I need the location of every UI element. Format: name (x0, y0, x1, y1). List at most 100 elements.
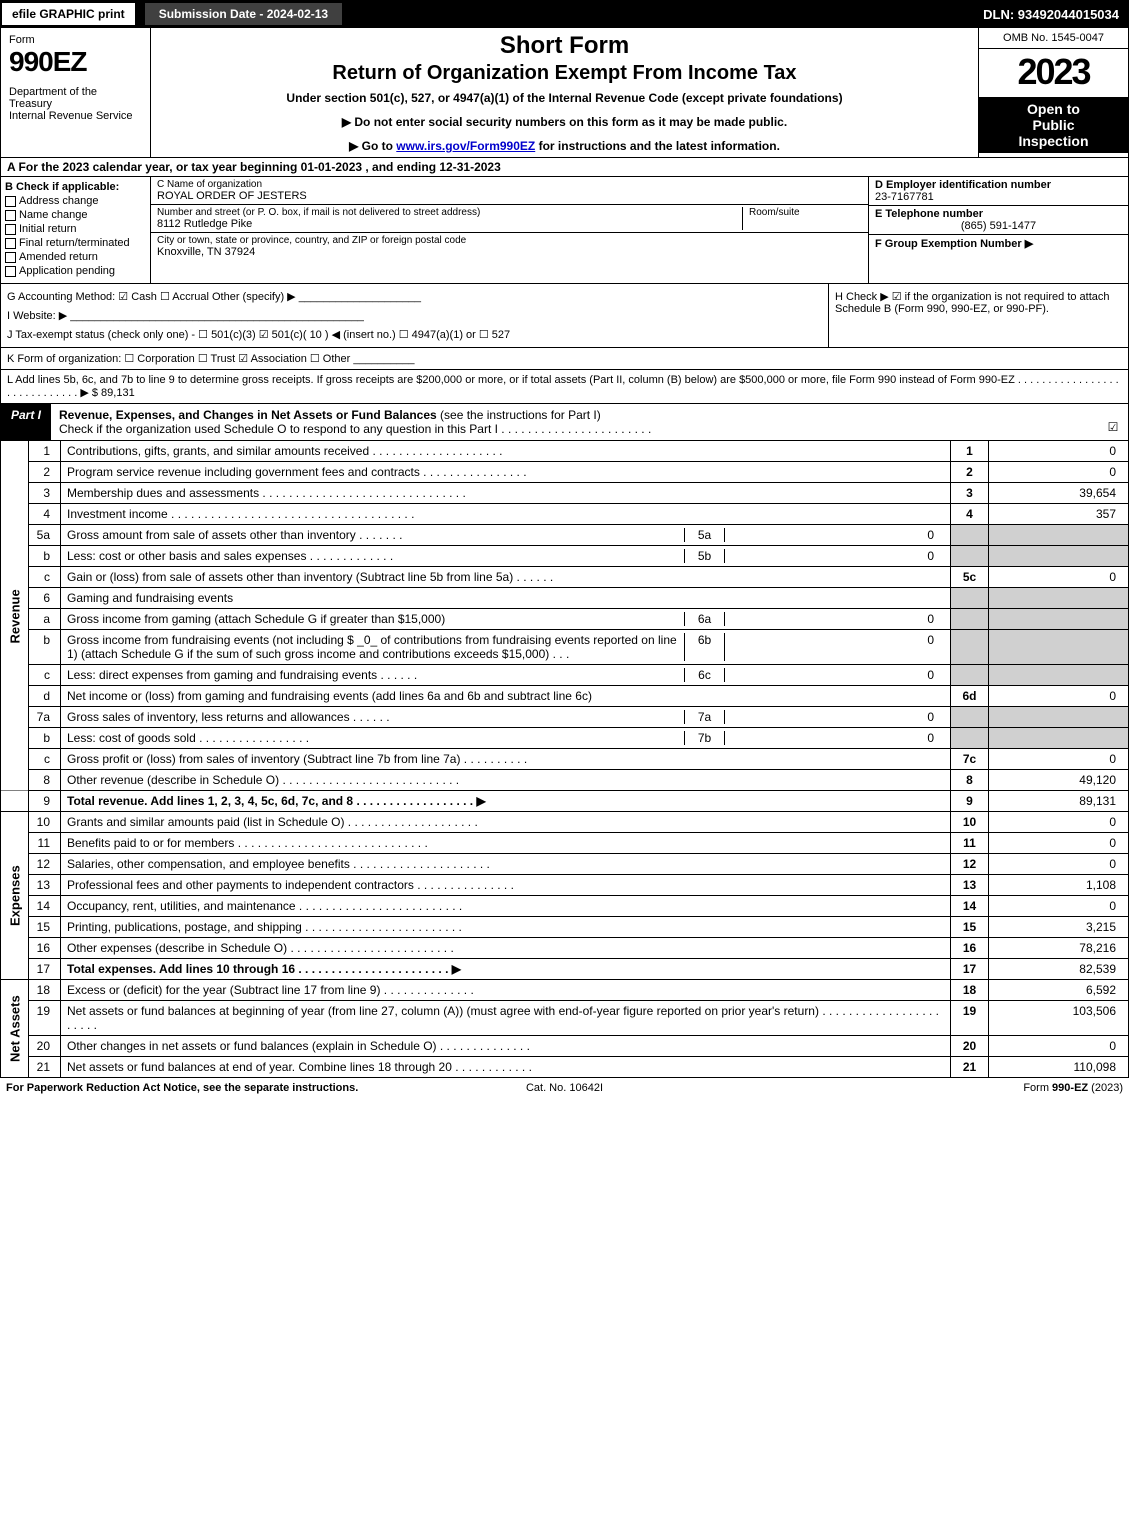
l1-num: 1 (29, 441, 61, 462)
phone-value: (865) 591-1477 (875, 220, 1122, 232)
l9-amt: 89,131 (989, 791, 1129, 812)
l12-col: 12 (951, 854, 989, 875)
l4-desc: Investment income . . . . . . . . . . . … (61, 504, 951, 525)
l10-amt: 0 (989, 812, 1129, 833)
chk-application-pending[interactable] (5, 266, 16, 277)
part1-header: Part I Revenue, Expenses, and Changes in… (0, 404, 1129, 441)
l1-col: 1 (951, 441, 989, 462)
l19-col: 19 (951, 1001, 989, 1036)
form-word: Form (9, 34, 142, 46)
chk-address-change[interactable] (5, 196, 16, 207)
submission-date: Submission Date - 2024-02-13 (145, 3, 342, 25)
l7c-amt: 0 (989, 749, 1129, 770)
l16-desc: Other expenses (describe in Schedule O) … (61, 938, 951, 959)
l16-num: 16 (29, 938, 61, 959)
l2-col: 2 (951, 462, 989, 483)
l7a-amt (989, 707, 1129, 728)
chk-amended-return[interactable] (5, 252, 16, 263)
l5a-subamt: 0 (724, 528, 944, 542)
l6a-subnum: 6a (684, 612, 724, 626)
omb-number: OMB No. 1545-0047 (979, 28, 1128, 49)
box-b: B Check if applicable: Address change Na… (1, 177, 151, 283)
l2-desc: Program service revenue including govern… (61, 462, 951, 483)
l6c-num: c (29, 665, 61, 686)
chk-name-change[interactable] (5, 210, 16, 221)
l7a-num: 7a (29, 707, 61, 728)
link-prefix: ▶ Go to (349, 139, 396, 153)
l5a-num: 5a (29, 525, 61, 546)
header-right: OMB No. 1545-0047 2023 Open to Public In… (978, 28, 1128, 157)
l5b-subamt: 0 (724, 549, 944, 563)
l15-col: 15 (951, 917, 989, 938)
l19-desc: Net assets or fund balances at beginning… (61, 1001, 951, 1036)
l8-num: 8 (29, 770, 61, 791)
l17-amt: 82,539 (989, 959, 1129, 980)
header-left: Form 990EZ Department of the Treasury In… (1, 28, 151, 157)
lbl-amended-return: Amended return (19, 251, 98, 263)
l7c-num: c (29, 749, 61, 770)
l6c-desc: Less: direct expenses from gaming and fu… (61, 665, 951, 686)
l7a-subnum: 7a (684, 710, 724, 724)
label-city: City or town, state or province, country… (157, 235, 862, 246)
l6b-text: Gross income from fundraising events (no… (67, 633, 684, 661)
section-expenses-label: Expenses (1, 812, 29, 980)
l6a-amt (989, 609, 1129, 630)
l17-text: Total expenses. Add lines 10 through 16 … (67, 962, 461, 976)
lines-table: Revenue 1 Contributions, gifts, grants, … (0, 441, 1129, 1078)
l15-amt: 3,215 (989, 917, 1129, 938)
ein-value: 23-7167781 (875, 191, 1122, 203)
efile-print-button[interactable]: efile GRAPHIC print (0, 1, 137, 27)
l5b-amt (989, 546, 1129, 567)
box-b-title: B Check if applicable: (5, 181, 119, 193)
l5b-text: Less: cost or other basis and sales expe… (67, 549, 684, 563)
part1-check-line: Check if the organization used Schedule … (59, 422, 1090, 436)
l13-col: 13 (951, 875, 989, 896)
l3-desc: Membership dues and assessments . . . . … (61, 483, 951, 504)
l21-desc: Net assets or fund balances at end of ye… (61, 1057, 951, 1078)
l6a-col (951, 609, 989, 630)
l6a-subamt: 0 (724, 612, 944, 626)
chk-final-return[interactable] (5, 238, 16, 249)
l6-desc: Gaming and fundraising events (61, 588, 951, 609)
row-g-accounting: G Accounting Method: ☑ Cash ☐ Accrual Ot… (7, 290, 822, 303)
l5c-num: c (29, 567, 61, 588)
section-revenue-label: Revenue (1, 441, 29, 791)
l11-col: 11 (951, 833, 989, 854)
l16-col: 16 (951, 938, 989, 959)
l9-text: Total revenue. Add lines 1, 2, 3, 4, 5c,… (67, 794, 486, 808)
l21-num: 21 (29, 1057, 61, 1078)
lbl-initial-return: Initial return (19, 223, 76, 235)
l13-num: 13 (29, 875, 61, 896)
row-k-form-org: K Form of organization: ☐ Corporation ☐ … (0, 348, 1129, 370)
l6c-text: Less: direct expenses from gaming and fu… (67, 668, 684, 682)
l5c-amt: 0 (989, 567, 1129, 588)
row-h-schedule-b: H Check ▶ ☑ if the organization is not r… (835, 290, 1122, 315)
l5c-col: 5c (951, 567, 989, 588)
footer-center: Cat. No. 10642I (378, 1082, 750, 1094)
l11-desc: Benefits paid to or for members . . . . … (61, 833, 951, 854)
l14-col: 14 (951, 896, 989, 917)
l21-amt: 110,098 (989, 1057, 1129, 1078)
l7a-subamt: 0 (724, 710, 944, 724)
form-code: 990EZ (9, 46, 142, 78)
l7a-col (951, 707, 989, 728)
l20-num: 20 (29, 1036, 61, 1057)
label-ein: D Employer identification number (875, 179, 1051, 191)
l6c-col (951, 665, 989, 686)
l7c-desc: Gross profit or (loss) from sales of inv… (61, 749, 951, 770)
l6d-col: 6d (951, 686, 989, 707)
page-footer: For Paperwork Reduction Act Notice, see … (0, 1078, 1129, 1098)
irs-label: Internal Revenue Service (9, 110, 142, 122)
org-address: 8112 Rutledge Pike (157, 218, 742, 230)
chk-initial-return[interactable] (5, 224, 16, 235)
l6a-num: a (29, 609, 61, 630)
subtitle-section: Under section 501(c), 527, or 4947(a)(1)… (161, 91, 968, 105)
l4-num: 4 (29, 504, 61, 525)
form-header: Form 990EZ Department of the Treasury In… (0, 28, 1129, 158)
col-gij: G Accounting Method: ☑ Cash ☐ Accrual Ot… (1, 284, 828, 347)
row-j-tax-exempt: J Tax-exempt status (check only one) - ☐… (7, 328, 822, 341)
dln: DLN: 93492044015034 (983, 7, 1129, 22)
irs-link[interactable]: www.irs.gov/Form990EZ (396, 139, 535, 153)
l5a-desc: Gross amount from sale of assets other t… (61, 525, 951, 546)
note-link: ▶ Go to www.irs.gov/Form990EZ for instru… (161, 139, 968, 153)
